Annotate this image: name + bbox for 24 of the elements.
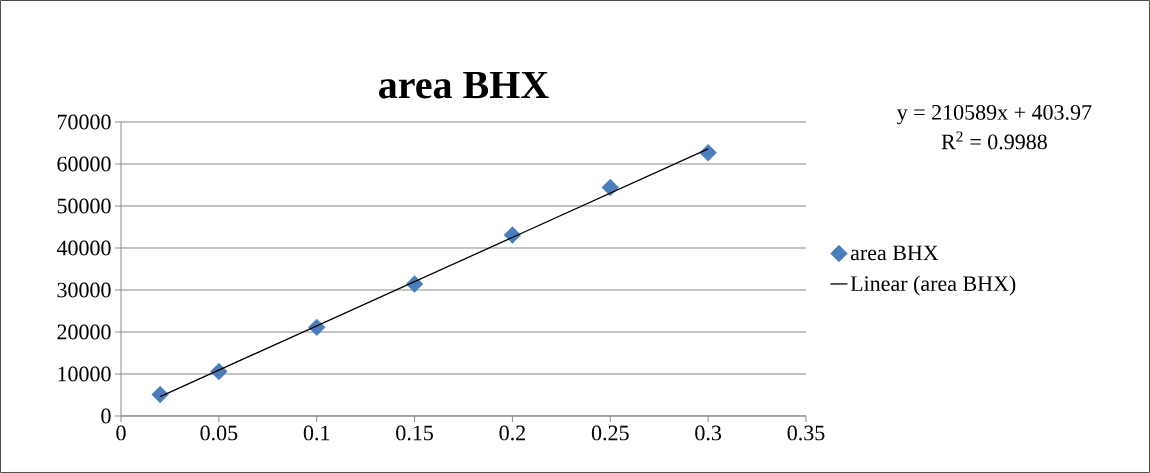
y-tick-label: 30000 — [57, 282, 111, 298]
text: R$^{2}$ = 0.9988 — [941, 131, 1047, 150]
y-tick-label: 40000 — [56, 240, 111, 256]
x-tick-label: 0 — [116, 425, 126, 441]
x-tick-label: 0.25 — [591, 425, 629, 441]
y-tick-label: 10000 — [58, 366, 111, 382]
y-tick-label: 0 — [101, 408, 111, 424]
legend-label: Linear (area BHX) — [850, 275, 1016, 296]
x-tick-label: 0.2 — [499, 425, 525, 441]
x-tick-label: 0.1 — [303, 425, 330, 441]
y-tick-label: 50000 — [57, 198, 111, 214]
point — [601, 178, 619, 197]
x-tick-label: 0.3 — [695, 425, 722, 441]
y-tick-label: 60000 — [57, 156, 111, 172]
x-tick-label: 0.15 — [396, 425, 433, 441]
chart-title: area BHX — [379, 71, 549, 99]
point — [151, 385, 169, 404]
y-tick-label: 20000 — [57, 324, 111, 340]
point — [699, 143, 717, 162]
text: y = 210589x + 403.97 — [896, 104, 1092, 125]
x-tick-label: 0.05 — [200, 425, 238, 441]
x-tick-label: 0.35 — [787, 425, 825, 441]
y-tick-label: 70000 — [57, 114, 111, 130]
legend-label: area BHX — [850, 245, 939, 261]
